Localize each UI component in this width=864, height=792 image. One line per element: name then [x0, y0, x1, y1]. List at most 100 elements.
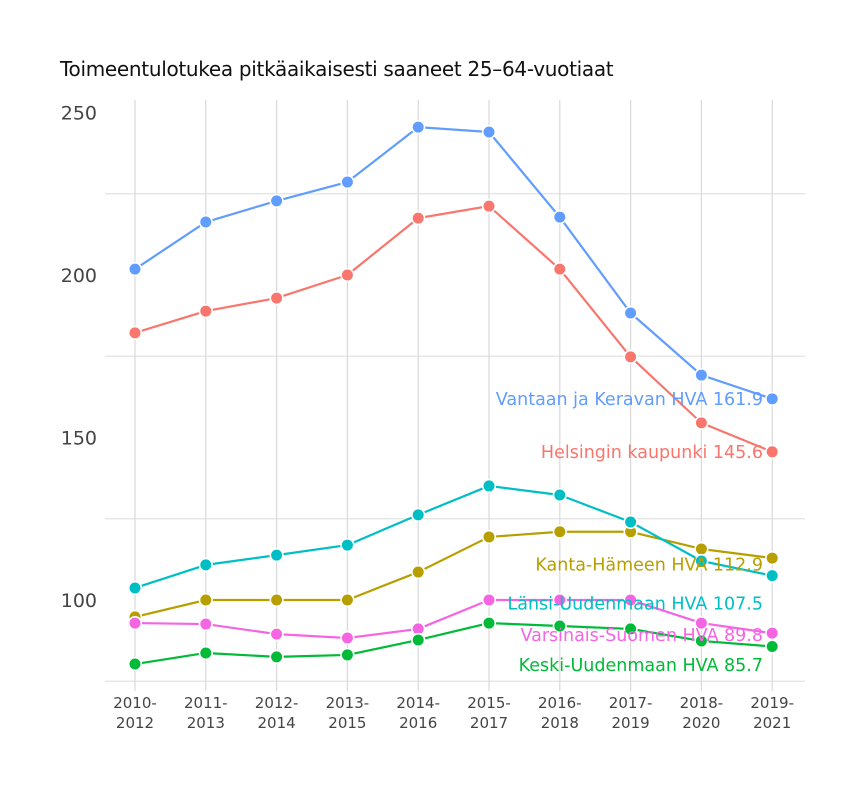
- data-point[interactable]: [552, 262, 567, 277]
- data-point[interactable]: [340, 630, 355, 646]
- data-point[interactable]: [552, 210, 567, 225]
- x-tick-label: 2016: [399, 714, 437, 732]
- data-point[interactable]: [269, 193, 284, 208]
- series-line: [134, 126, 773, 400]
- x-tick-label: 2016-: [538, 694, 582, 712]
- data-point[interactable]: [481, 592, 497, 608]
- data-point[interactable]: [623, 349, 638, 365]
- data-point[interactable]: [127, 262, 143, 277]
- series-line: [134, 621, 773, 666]
- series-end-label: Helsingin kaupunki 145.6: [541, 443, 763, 463]
- y-tick-label: 100: [61, 590, 97, 612]
- x-tick-label: 2010-: [113, 694, 157, 712]
- data-point[interactable]: [765, 626, 780, 641]
- data-point[interactable]: [269, 548, 284, 563]
- series-end-label: Länsi-Uudenmaan HVA 107.5: [507, 594, 763, 614]
- x-tick-label: 2020: [682, 714, 720, 732]
- data-point[interactable]: [694, 368, 709, 383]
- data-point[interactable]: [198, 214, 213, 230]
- data-point[interactable]: [481, 615, 497, 631]
- y-tick-label: 250: [61, 103, 97, 125]
- x-tick-label: 2013: [187, 714, 225, 732]
- series-varsinais-suomen-hva: [127, 592, 780, 646]
- data-point[interactable]: [411, 120, 426, 135]
- data-point[interactable]: [127, 656, 143, 672]
- x-tick-label: 2014: [258, 714, 296, 732]
- data-point[interactable]: [694, 615, 709, 631]
- y-tick-label: 150: [61, 428, 97, 450]
- data-point[interactable]: [340, 174, 355, 190]
- x-tick-label: 2018: [541, 714, 579, 732]
- data-point[interactable]: [623, 621, 638, 637]
- series-l-nsi-uudenmaan-hva: [127, 478, 780, 596]
- data-point[interactable]: [623, 592, 638, 608]
- data-point[interactable]: [765, 550, 780, 566]
- data-point[interactable]: [552, 618, 567, 634]
- x-tick-label: 2019: [612, 714, 650, 732]
- data-point[interactable]: [623, 514, 638, 530]
- x-tick-label: 2021: [753, 714, 791, 732]
- data-point[interactable]: [340, 592, 355, 608]
- x-tick-label: 2017: [470, 714, 508, 732]
- data-point[interactable]: [198, 616, 213, 632]
- data-point[interactable]: [411, 564, 426, 580]
- series-line: [134, 484, 773, 590]
- data-point[interactable]: [269, 649, 284, 664]
- data-point[interactable]: [411, 211, 426, 226]
- data-point[interactable]: [623, 305, 638, 321]
- data-point[interactable]: [340, 267, 355, 283]
- chart-title: Toimeentulotukea pitkäaikaisesti saaneet…: [60, 57, 614, 81]
- data-point[interactable]: [481, 124, 497, 140]
- series-line: [134, 598, 773, 640]
- data-point[interactable]: [552, 592, 567, 608]
- data-point[interactable]: [765, 639, 780, 654]
- data-point[interactable]: [765, 444, 780, 459]
- data-point[interactable]: [694, 633, 709, 649]
- data-point[interactable]: [481, 529, 497, 545]
- data-point[interactable]: [269, 627, 284, 642]
- data-point[interactable]: [765, 391, 780, 406]
- data-point[interactable]: [127, 615, 143, 631]
- data-point[interactable]: [411, 507, 426, 522]
- data-point[interactable]: [481, 478, 497, 494]
- x-tick-label: 2017-: [609, 694, 653, 712]
- data-point[interactable]: [694, 553, 709, 569]
- series-end-label: Kanta-Hämeen HVA 112.9: [535, 555, 763, 575]
- x-tick-label: 2011-: [184, 694, 228, 712]
- series-helsingin-kaupunki: [127, 199, 780, 459]
- x-tick-label: 2015: [328, 714, 366, 732]
- data-point[interactable]: [198, 645, 213, 661]
- series-line: [134, 205, 773, 453]
- data-point[interactable]: [694, 541, 709, 557]
- data-point[interactable]: [552, 487, 567, 503]
- data-point[interactable]: [340, 647, 355, 663]
- x-tick-label: 2012-: [255, 694, 299, 712]
- data-point[interactable]: [411, 632, 426, 648]
- x-tick-label: 2015-: [467, 694, 511, 712]
- y-tick-label: 200: [61, 265, 97, 287]
- x-tick-label: 2013-: [326, 694, 370, 712]
- x-tick-label: 2019-: [750, 694, 794, 712]
- series-group: [127, 120, 780, 672]
- data-point[interactable]: [552, 524, 567, 539]
- series-end-label: Varsinais-Suomen HVA 89.8: [520, 626, 763, 646]
- x-tick-label: 2018-: [680, 694, 724, 712]
- series-end-label: Keski-Uudenmaan HVA 85.7: [519, 656, 763, 676]
- x-axis: 2010- 2012 2011- 2013 2012- 2014 2013- 2015 2014…: [113, 694, 794, 732]
- series-labels: Vantaan ja Keravan HVA 161.9 Helsingin ka…: [496, 390, 763, 676]
- data-point[interactable]: [198, 303, 213, 319]
- data-point[interactable]: [269, 592, 284, 608]
- x-tick-label: 2012: [116, 714, 154, 732]
- data-point[interactable]: [694, 415, 709, 430]
- data-point[interactable]: [765, 568, 780, 583]
- data-point[interactable]: [127, 580, 143, 596]
- data-point[interactable]: [269, 290, 284, 306]
- data-point[interactable]: [340, 537, 355, 553]
- data-point[interactable]: [198, 592, 213, 608]
- data-point[interactable]: [198, 557, 213, 573]
- data-point[interactable]: [481, 199, 497, 214]
- data-point[interactable]: [127, 325, 143, 340]
- series-end-label: Vantaan ja Keravan HVA 161.9: [496, 390, 763, 410]
- series-keski-uudenmaan-hva: [127, 615, 780, 672]
